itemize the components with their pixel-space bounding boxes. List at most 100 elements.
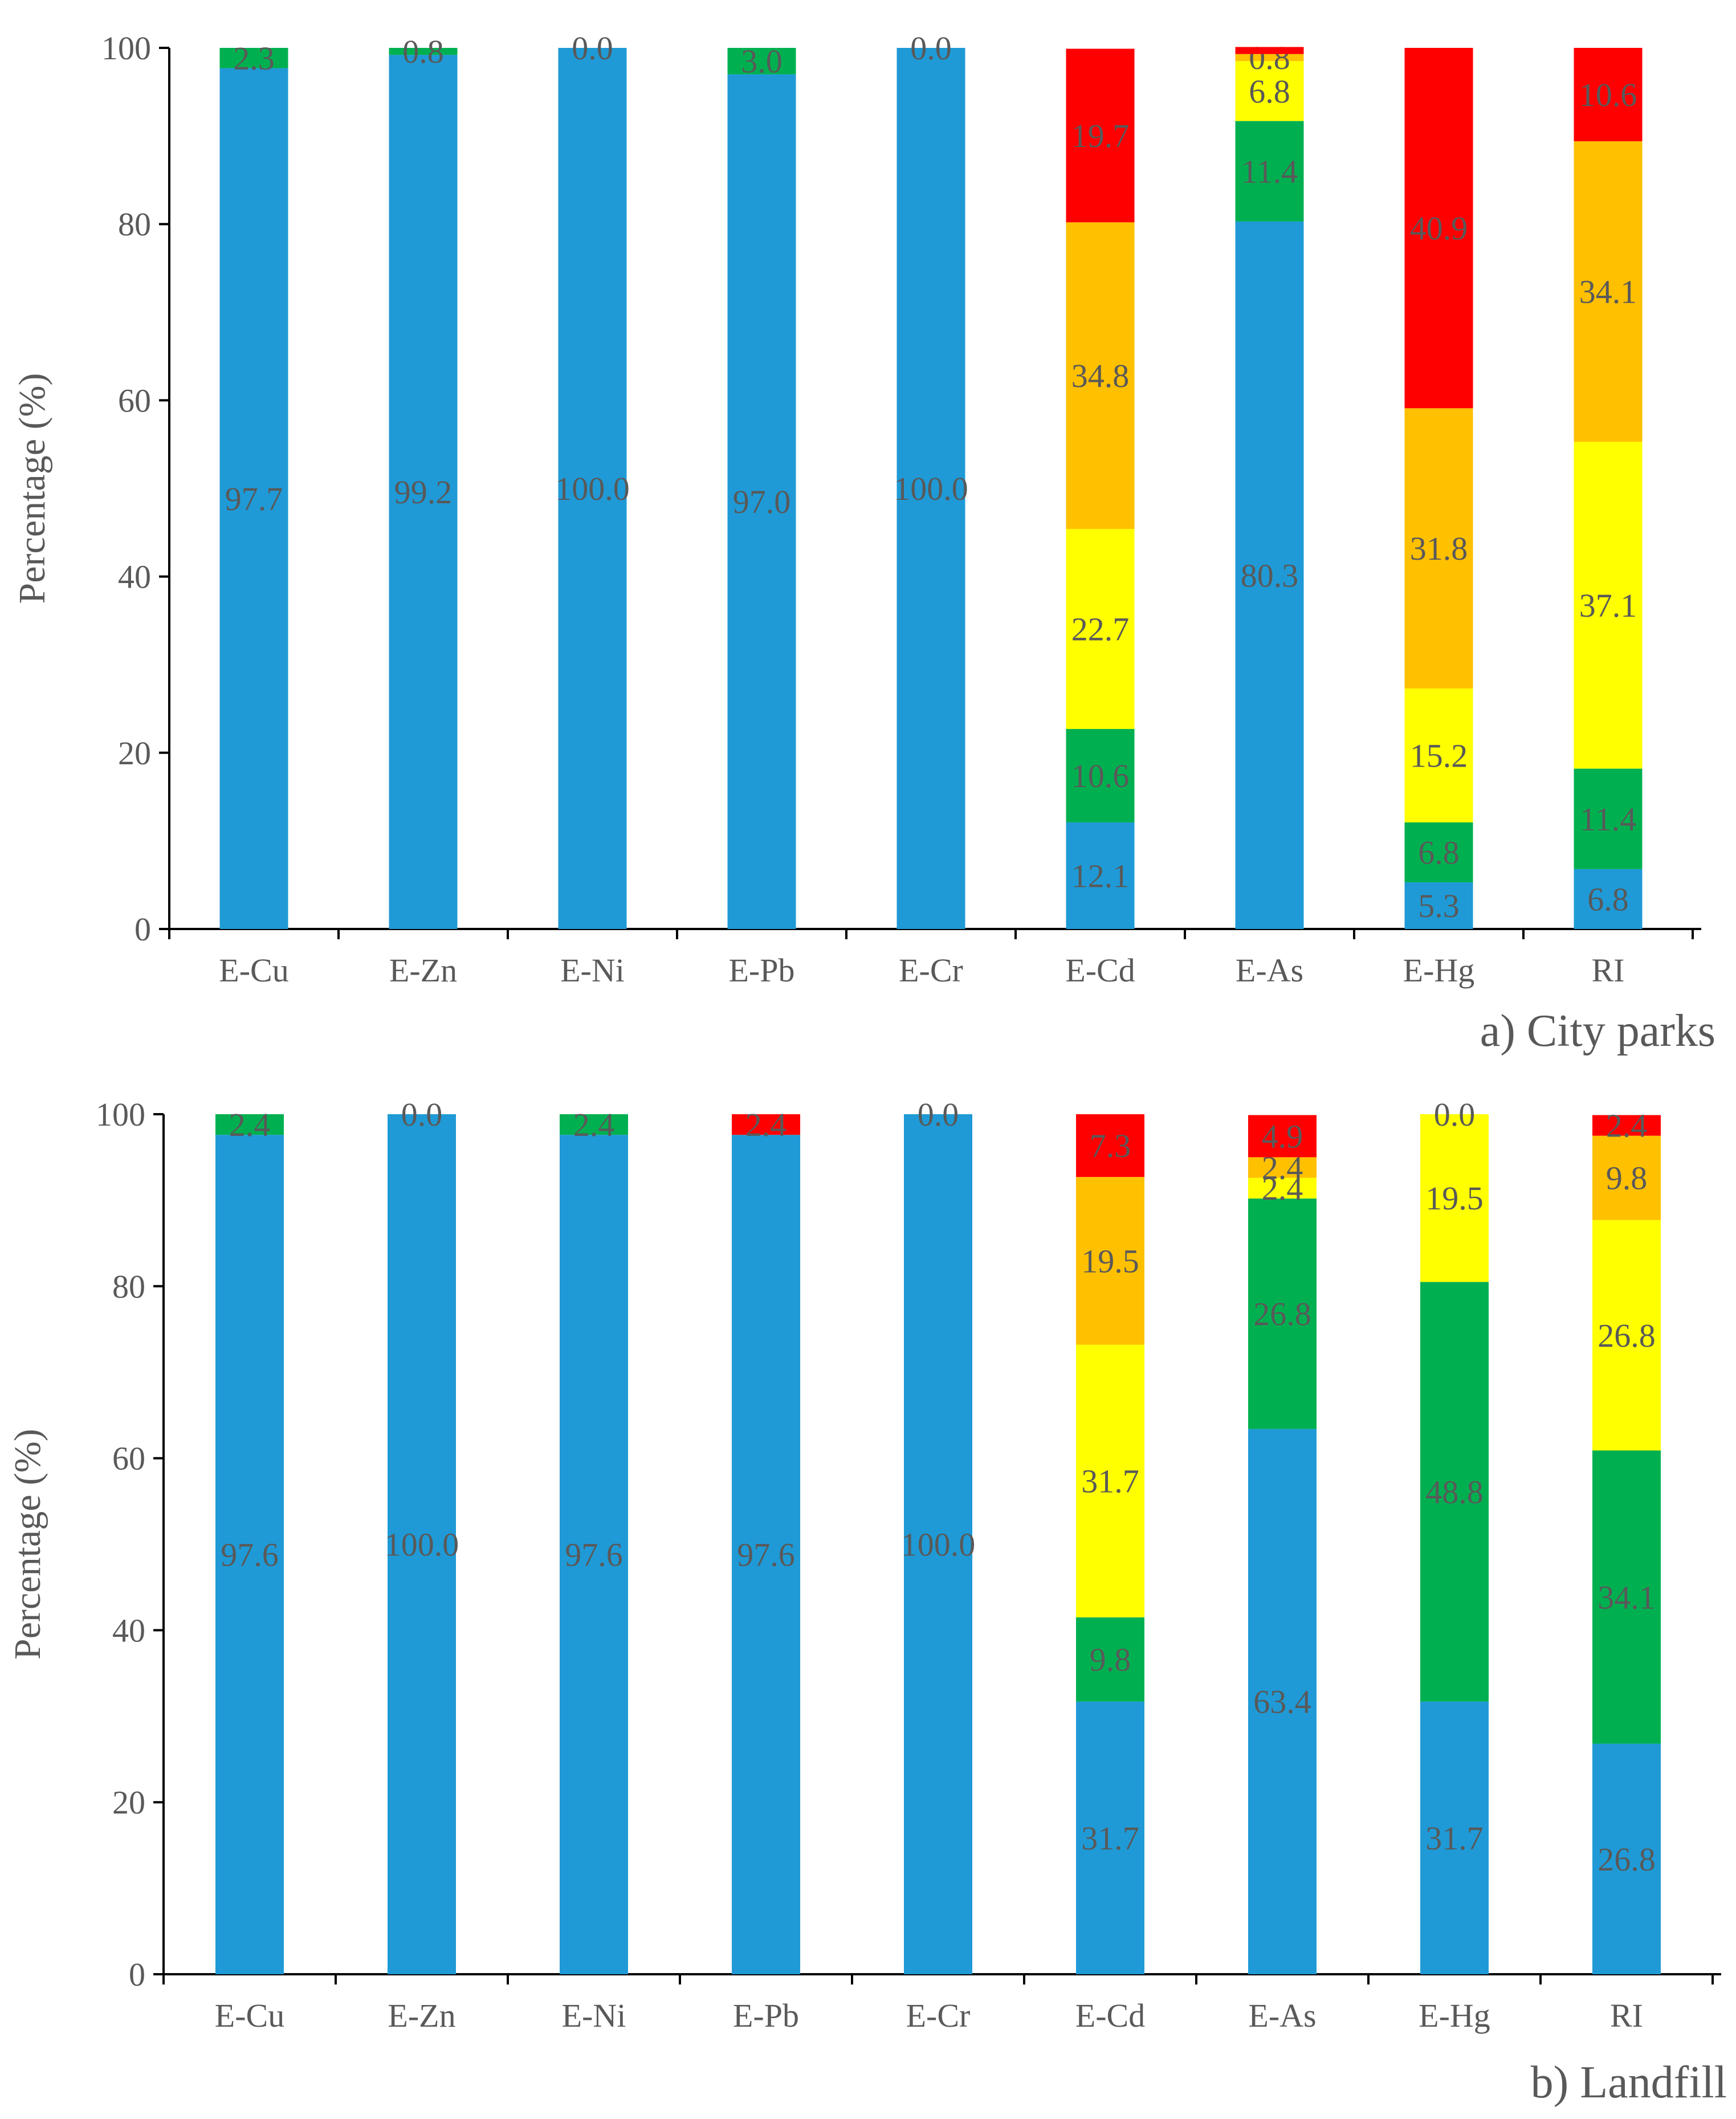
x-tick-label-e-cr: E-Cr (899, 952, 963, 989)
y-tick-label: 60 (118, 382, 151, 419)
data-label-e-as-low: 80.3 (1241, 557, 1299, 594)
bar-e-cu-moderate (219, 48, 288, 68)
data-label-e-as-low: 63.4 (1253, 1684, 1311, 1721)
bar-ri-moderate (1574, 768, 1643, 869)
bar-e-cd-considerable (1066, 529, 1135, 730)
bar-e-pb-moderate (727, 48, 796, 75)
bar-e-zn-moderate (389, 48, 458, 55)
bar-ri-low (1592, 1743, 1661, 1974)
data-label-e-hg-high: 31.8 (1410, 530, 1468, 567)
panel-city-parks: 0 20 40 60 80 100 Percentage (%) 97.7 2.3 E-Cu 99.… (11, 30, 1715, 1056)
bar-ri-considerable (1574, 442, 1643, 769)
y-tick-label: 80 (112, 1268, 145, 1305)
bar-e-as-moderate (1235, 121, 1304, 222)
bar-e-hg-low (1404, 882, 1473, 929)
x-tick-label-e-cd: E-Cd (1075, 1997, 1145, 2034)
data-label-e-zn-low: 99.2 (394, 474, 453, 511)
data-label-ri-considerable: 37.1 (1579, 587, 1637, 624)
y-tick-label: 40 (118, 559, 151, 596)
bar-e-hg-moderate (1420, 1282, 1489, 1702)
panel-title-b-landfill: b) Landfill (1531, 2057, 1727, 2108)
data-label-e-cr-moderate: 0.0 (918, 1096, 959, 1133)
x-tick-label-e-cu: E-Cu (215, 1997, 284, 2034)
data-label-e-cu-low: 97.6 (221, 1537, 279, 1574)
bar-ri-moderate (1592, 1450, 1661, 1744)
x-tick-label-e-hg: E-Hg (1419, 1997, 1490, 2034)
data-label-e-cd-moderate: 10.6 (1071, 757, 1130, 794)
data-label-ri-moderate: 11.4 (1580, 801, 1636, 838)
data-label-e-hg-considerable: 19.5 (1425, 1180, 1484, 1217)
bar-e-cr-low (896, 48, 965, 929)
data-label-e-hg-very-high: 40.9 (1410, 210, 1468, 247)
bar-e-as-considerable (1248, 1177, 1317, 1199)
x-tick-label-e-as: E-As (1236, 952, 1303, 989)
y-tick-label: 100 (96, 1096, 145, 1133)
data-label-e-cd-high: 34.8 (1071, 357, 1130, 394)
data-label-ri-very-high: 10.6 (1579, 76, 1637, 113)
y-axis-title: Percentage (%) (7, 1429, 48, 1660)
data-label-ri-high: 34.1 (1579, 273, 1637, 310)
x-tick-label-e-cd: E-Cd (1065, 952, 1135, 989)
data-label-e-cr-moderate: 0.0 (910, 30, 952, 67)
y-tick-label: 20 (112, 1784, 145, 1821)
bar-e-hg-high (1404, 408, 1473, 688)
data-label-e-zn-moderate: 0.0 (401, 1096, 443, 1133)
data-label-e-cu-moderate: 2.3 (233, 40, 275, 77)
data-label-ri-low: 26.8 (1598, 1841, 1656, 1878)
x-tick-label-e-as: E-As (1248, 1997, 1316, 2034)
bar-e-cd-low (1076, 1701, 1144, 1974)
bar-ri-considerable (1592, 1220, 1661, 1451)
bar-e-ni-low (560, 1135, 628, 1974)
data-label-ri-moderate: 34.1 (1598, 1579, 1656, 1616)
bar-e-as-considerable (1235, 61, 1304, 121)
data-label-e-cu-low: 97.7 (225, 480, 283, 517)
data-label-e-cu-moderate: 2.4 (229, 1106, 271, 1143)
data-label-ri-very-high: 2.4 (1606, 1107, 1648, 1144)
bar-e-pb-low (727, 74, 796, 929)
data-label-ri-considerable: 26.8 (1598, 1317, 1656, 1354)
bar-e-as-very-high (1235, 47, 1304, 54)
bar-e-pb-low (732, 1135, 800, 1974)
data-label-e-pb-moderate: 3.0 (741, 43, 783, 80)
panel-landfill: 0 20 40 60 80 100 Percentage (%) 97.6 2.4 E-Cu 100… (7, 1096, 1727, 2108)
data-label-e-as-moderate: 11.4 (1241, 153, 1298, 190)
bar-e-hg-very-high (1404, 48, 1473, 409)
x-tick-label-e-ni: E-Ni (560, 952, 625, 989)
data-label-ri-low: 6.8 (1587, 881, 1629, 918)
bar-e-cu-moderate (215, 1114, 284, 1135)
bar-e-hg-moderate (1404, 822, 1473, 883)
bar-e-cu-low (215, 1135, 284, 1974)
bar-ri-very-high (1574, 48, 1643, 141)
data-label-e-ni-moderate: 0.0 (572, 30, 613, 67)
data-label-e-zn-moderate: 0.8 (402, 33, 444, 70)
data-label-e-zn-low: 100.0 (385, 1526, 459, 1563)
bar-e-as-low (1235, 221, 1304, 929)
bar-e-zn-low (389, 55, 458, 929)
bar-e-hg-considerable (1420, 1114, 1489, 1282)
data-label-e-pb-low: 97.6 (737, 1537, 795, 1574)
bar-e-pb-very-high (732, 1114, 800, 1135)
x-tick-label-ri: RI (1610, 1997, 1643, 2034)
y-tick-label: 0 (135, 911, 151, 948)
data-label-e-hg-moderate: 48.8 (1425, 1473, 1484, 1510)
x-tick-label-e-zn: E-Zn (388, 1997, 455, 2034)
data-label-e-cr-low: 100.0 (894, 470, 968, 507)
data-label-e-pb-low: 97.0 (733, 483, 791, 520)
y-tick-label: 0 (129, 1956, 145, 1993)
bar-ri-high (1574, 141, 1643, 442)
bar-ri-low (1574, 869, 1643, 929)
data-label-e-as-high: 0.8 (1249, 39, 1290, 76)
data-label-e-pb-very-high: 2.4 (745, 1106, 787, 1143)
bar-e-cu-low (219, 68, 288, 930)
bar-e-as-high (1248, 1157, 1317, 1178)
data-label-e-hg-low: 31.7 (1425, 1820, 1484, 1857)
x-tick-label-e-cr: E-Cr (906, 1997, 971, 2034)
data-label-e-as-moderate: 26.8 (1253, 1295, 1311, 1332)
bar-e-cd-considerable (1076, 1344, 1144, 1617)
data-label-e-cd-high: 19.5 (1081, 1242, 1139, 1279)
data-label-e-cd-considerable: 31.7 (1081, 1463, 1139, 1500)
data-label-e-hg-considerable: 0.0 (1434, 1096, 1476, 1133)
data-label-e-as-very-high: 4.9 (1262, 1118, 1303, 1155)
bar-ri-very-high (1592, 1115, 1661, 1136)
